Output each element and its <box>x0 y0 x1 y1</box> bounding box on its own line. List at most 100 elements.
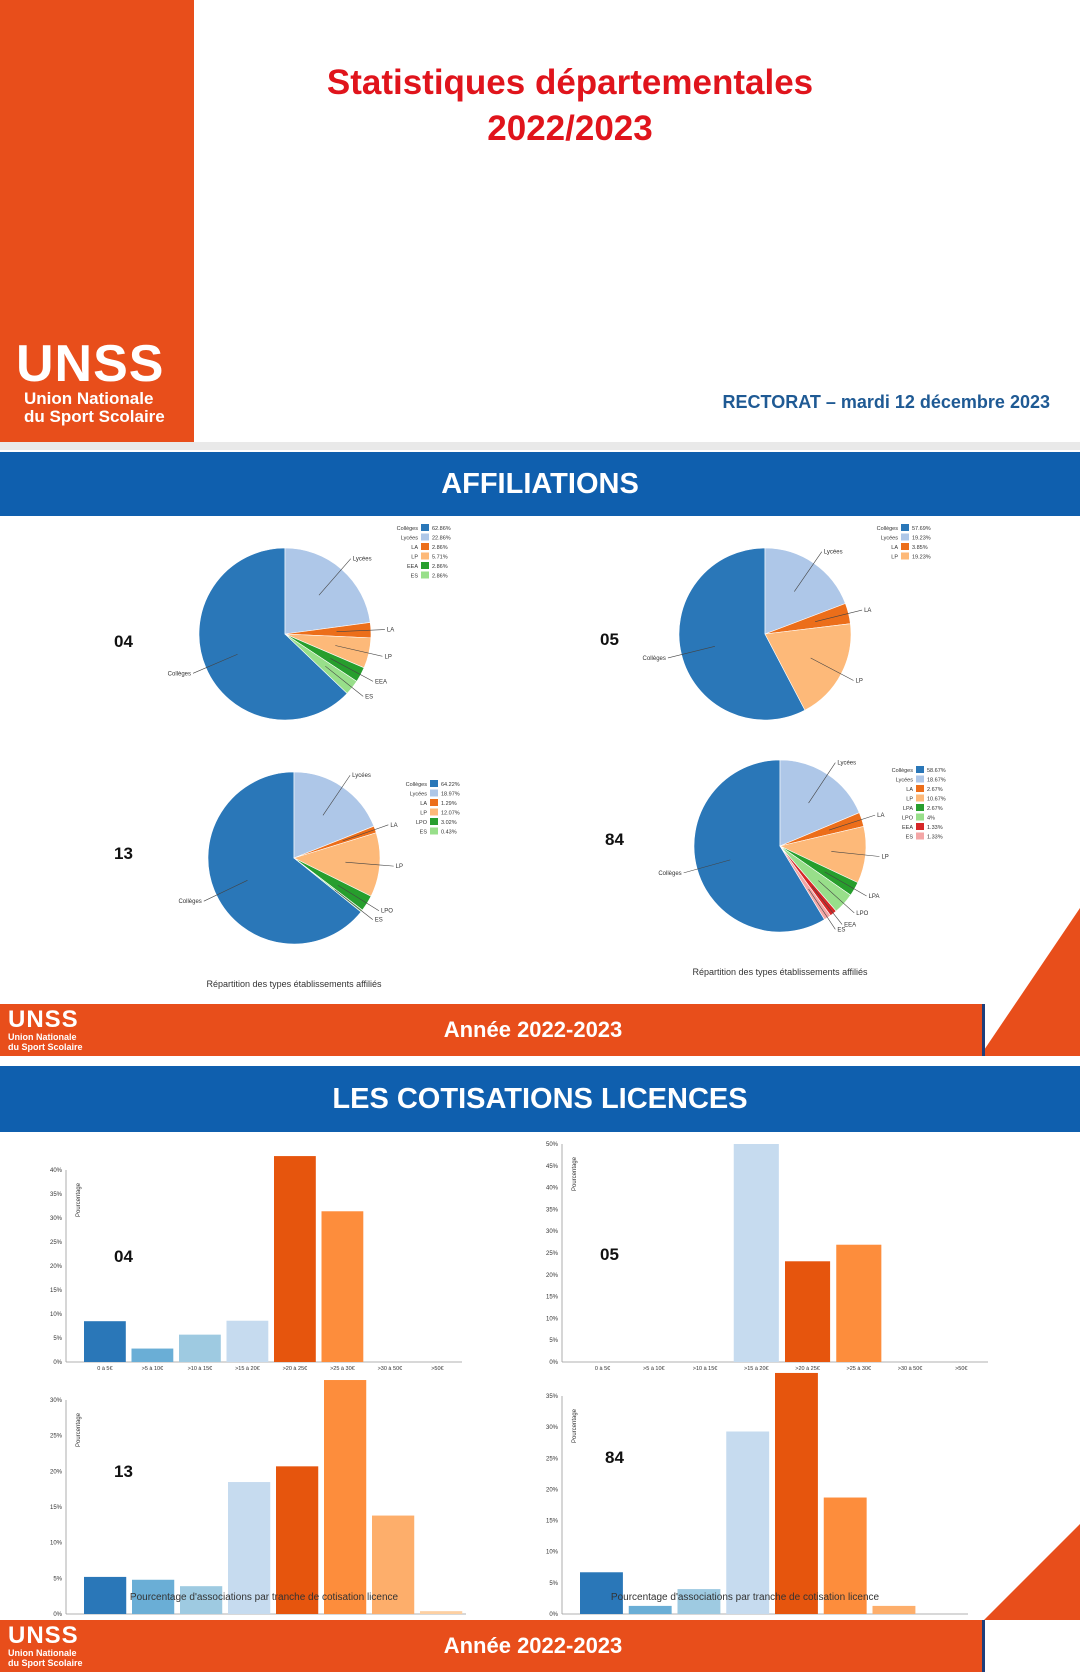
legend-value-13-Lycées: 18.97% <box>441 792 460 798</box>
legend-swatch-13-ES <box>430 827 438 835</box>
pie-label-05-LA: LA <box>864 608 871 614</box>
pie-label-04-LP: LP <box>384 654 391 660</box>
legend-swatch-13-LP <box>430 808 438 816</box>
page-title: Statistiques départementales 2022/2023 <box>260 60 880 152</box>
pie-leader-04-LP <box>335 645 383 657</box>
title-line1: Statistiques départementales <box>326 63 814 102</box>
legend-label-13-LP: LP <box>420 811 427 817</box>
y-label-04: Pourcentage <box>76 1182 82 1217</box>
legend-label-13-LA: LA <box>420 801 427 807</box>
pie-caption-right: Répartition des types établissements aff… <box>693 967 868 977</box>
y-tick-13-1: 5% <box>53 1576 62 1582</box>
pie-label-13-ES: ES <box>375 918 383 924</box>
pie-chart-13: 13 Collèges Lycées LA LP LPO ES Collèges 64.22% L… <box>114 771 460 945</box>
y-tick-05-2: 10% <box>546 1316 559 1322</box>
legend-value-84-Lycées: 18.67% <box>927 778 946 784</box>
legend-label-84-LP: LP <box>906 797 913 803</box>
corner-triangle-2 <box>984 1524 1080 1620</box>
legend-swatch-13-Lycées <box>430 789 438 797</box>
dept-code-04: 04 <box>114 632 133 651</box>
footer-edge <box>982 1004 985 1056</box>
pie-label-04-LA: LA <box>387 628 394 634</box>
y-tick-84-0: 0% <box>549 1612 558 1618</box>
legend-value-84-Collèges: 58.67% <box>927 768 946 774</box>
y-tick-05-3: 15% <box>546 1295 559 1301</box>
pie-leader-05-Lycées <box>794 551 823 592</box>
legend-swatch-04-LP <box>421 552 429 560</box>
x-tick-04-5: >25 à 30€ <box>330 1366 355 1372</box>
footer-edge-2 <box>982 1620 985 1672</box>
legend-swatch-05-Collèges <box>901 524 909 531</box>
legend-value-04-LP: 5.71% <box>432 555 448 561</box>
bar-13-1 <box>132 1579 175 1614</box>
y-tick-04-8: 40% <box>50 1168 63 1174</box>
legend-swatch-04-EEA <box>421 562 429 569</box>
legend-label-05-LP: LP <box>891 555 898 561</box>
bar-04-3 <box>226 1320 269 1362</box>
legend-swatch-84-Lycées <box>916 775 924 783</box>
bar-05-5 <box>836 1244 882 1362</box>
bar-04-0 <box>84 1321 126 1362</box>
bar-04-4 <box>274 1156 316 1362</box>
pie-label-84-LP: LP <box>881 854 888 860</box>
pie-label-05-Lycées: Lycées <box>824 550 843 556</box>
pie-leader-13-LPO <box>337 884 380 911</box>
pie-leader-13-Lycées <box>322 775 351 816</box>
legend-label-13-ES: ES <box>420 830 428 836</box>
y-tick-84-5: 25% <box>546 1456 559 1462</box>
legend-value-84-ES: 1.33% <box>927 835 943 841</box>
bar-84-2 <box>677 1589 721 1614</box>
title-line2: 2022/2023 <box>487 109 653 148</box>
y-tick-13-6: 30% <box>50 1398 63 1404</box>
legend-label-84-LPO: LPO <box>902 816 914 822</box>
pie-label-13-LA: LA <box>390 823 397 829</box>
legend-value-13-LPO: 3.02% <box>441 820 457 826</box>
bar-13-2 <box>180 1586 223 1614</box>
cotisations-bar-charts: 0% 5% 10% 15% 20% 25% 30% 35% 40% Pourcentage 0 à … <box>50 1142 988 1618</box>
logo-word: UNSS <box>16 335 165 393</box>
legend-swatch-84-LP <box>916 794 924 802</box>
legend-label-04-ES: ES <box>411 574 419 580</box>
logo-line2: du Sport Scolaire <box>24 407 165 426</box>
bar-84-0 <box>580 1572 623 1614</box>
legend-swatch-84-LPA <box>916 804 924 811</box>
pie-leader-13-Collèges <box>203 880 248 902</box>
legend-swatch-13-Collèges <box>430 780 438 787</box>
footer-year-label: Année 2022-2023 <box>443 1017 623 1042</box>
y-tick-04-1: 5% <box>53 1336 62 1342</box>
pie-leader-05-LP <box>810 657 854 681</box>
bar-04-2 <box>179 1334 221 1362</box>
y-tick-04-5: 25% <box>50 1240 63 1246</box>
legend-swatch-04-Lycées <box>421 533 429 541</box>
pie-label-84-LPA: LPA <box>869 894 880 900</box>
y-tick-05-0: 0% <box>549 1360 558 1366</box>
y-tick-84-6: 30% <box>546 1425 559 1431</box>
bar-84-4 <box>775 1372 818 1614</box>
legend-swatch-13-LA <box>430 799 438 806</box>
separator <box>0 442 1080 450</box>
bar-84-3 <box>726 1431 770 1614</box>
dept-code-13: 13 <box>114 844 133 863</box>
dept-code-bar-04: 04 <box>114 1247 133 1266</box>
pie-label-84-EEA: EEA <box>844 922 856 928</box>
y-label-84: Pourcentage <box>572 1408 578 1443</box>
x-tick-04-6: >30 à 50€ <box>378 1366 403 1372</box>
legend-label-05-Lycées: Lycées <box>881 536 898 542</box>
pie-label-13-LP: LP <box>396 864 403 870</box>
legend-swatch-84-ES <box>916 832 924 840</box>
legend-label-84-EEA: EEA <box>902 825 913 831</box>
footer-year-label-2: Année 2022-2023 <box>443 1633 623 1658</box>
legend-swatch-84-LPO <box>916 813 924 821</box>
x-tick-05-2: >10 à 15€ <box>693 1366 718 1372</box>
y-tick-05-10: 50% <box>546 1142 559 1148</box>
bar-chart-04: 0% 5% 10% 15% 20% 25% 30% 35% 40% Pourcentage 0 à … <box>50 1156 462 1372</box>
x-tick-05-7: >50€ <box>955 1366 967 1372</box>
y-tick-13-0: 0% <box>53 1612 62 1618</box>
legend-label-04-LP: LP <box>411 555 418 561</box>
pie-leader-05-Collèges <box>667 646 715 659</box>
bar-84-6 <box>872 1605 916 1614</box>
legend-label-05-Collèges: Collèges <box>877 526 899 532</box>
legend-value-13-Collèges: 64.22% <box>441 782 460 788</box>
legend-value-84-LPO: 4% <box>927 816 935 822</box>
bar-84-5 <box>823 1497 867 1614</box>
